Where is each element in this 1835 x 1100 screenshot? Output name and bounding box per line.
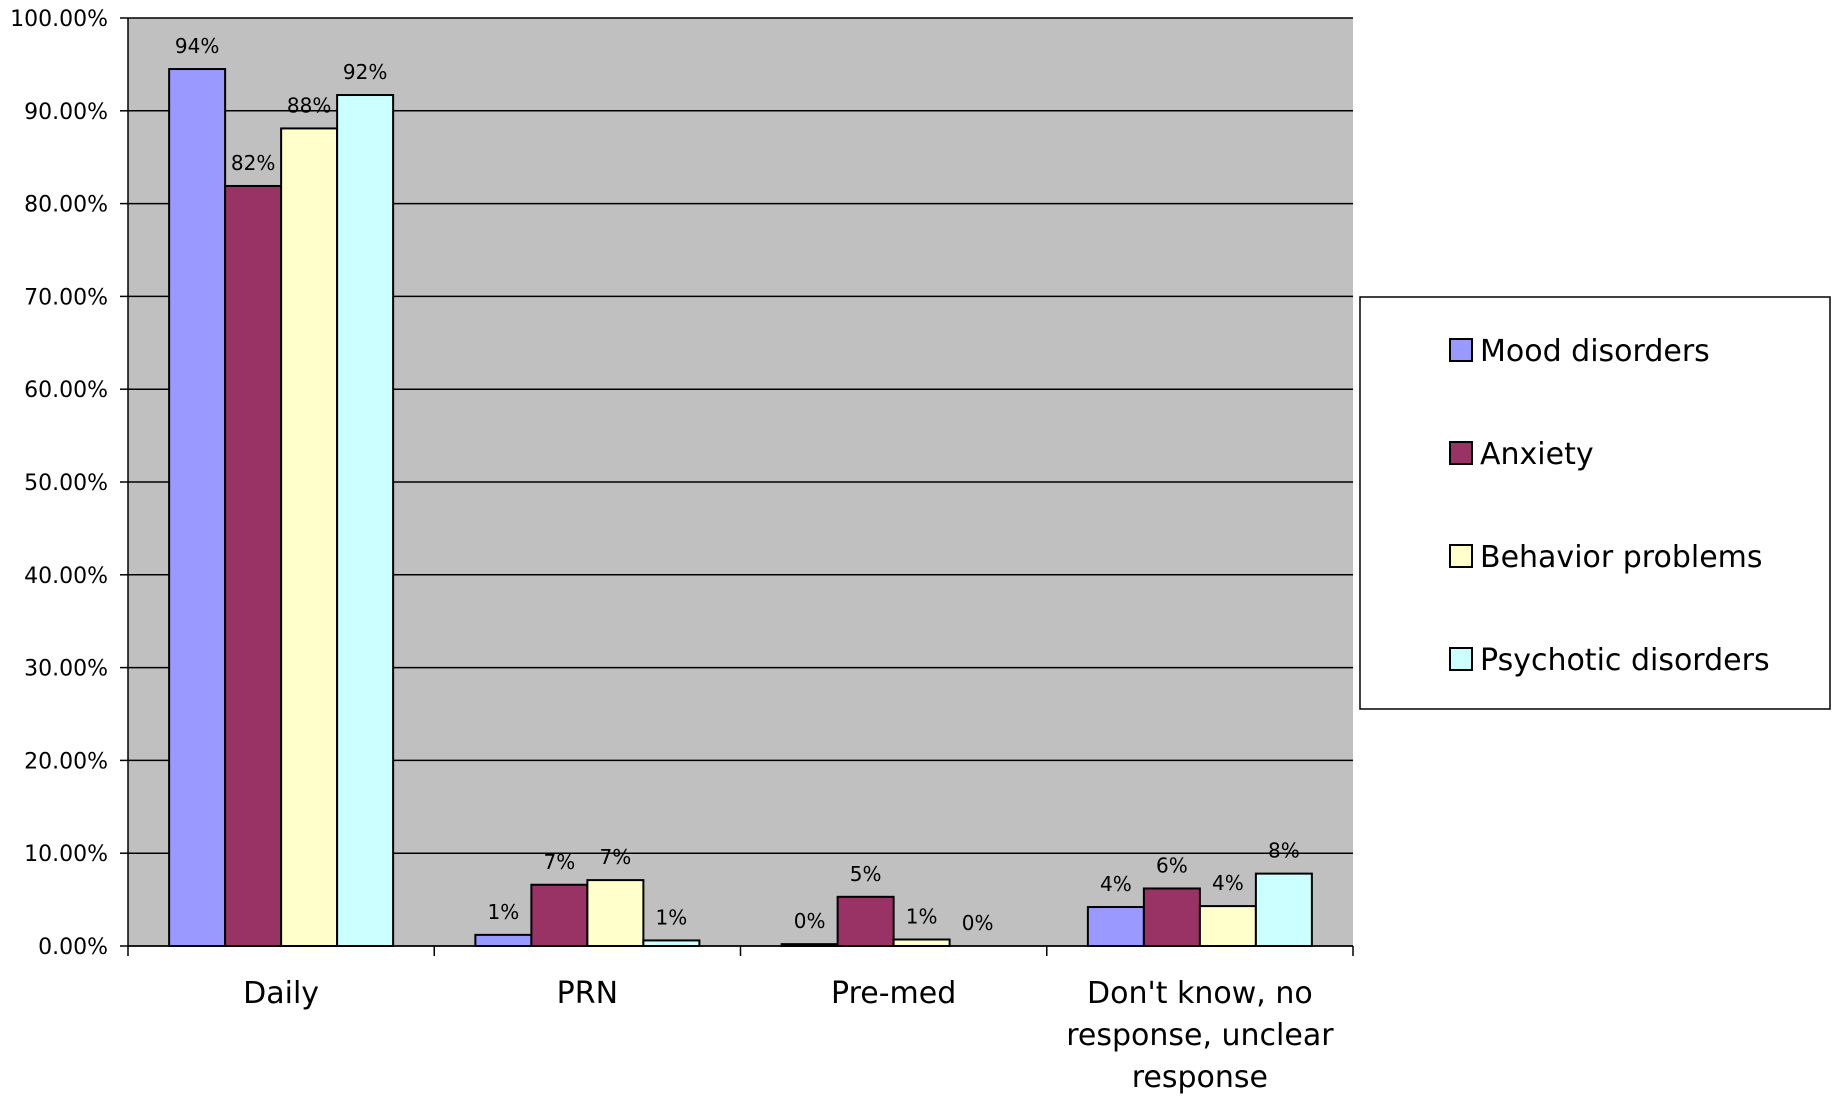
- x-category-label: response, unclear: [1066, 1018, 1334, 1053]
- legend-swatch: [1449, 338, 1473, 362]
- legend-entry: Behavior problems: [1480, 540, 1763, 575]
- data-label: 4%: [1100, 872, 1132, 896]
- data-labels: 94% 1% 0% 4% 82% 7% 5% 6% 88% 7% 1% 4% 92% 1% 0% 8%: [175, 34, 1300, 935]
- legend-swatch: [1449, 544, 1473, 568]
- data-label: 0%: [794, 909, 826, 933]
- data-label: 88%: [287, 93, 331, 117]
- bar: [280, 127, 339, 947]
- y-tick-label: 80.00%: [24, 193, 108, 218]
- legend-entry: Psychotic disorders: [1480, 643, 1770, 678]
- x-category-label: Don't know, no: [1087, 976, 1313, 1011]
- y-tick-label: 70.00%: [24, 285, 108, 310]
- x-category-label: PRN: [557, 976, 618, 1011]
- legend-swatch: [1449, 647, 1473, 671]
- data-label: 8%: [1268, 839, 1300, 863]
- bar: [1254, 872, 1313, 948]
- x-category-label: Daily: [243, 976, 319, 1011]
- y-tick-label: 90.00%: [24, 100, 108, 125]
- data-label: 92%: [343, 60, 387, 84]
- data-label: 6%: [1156, 853, 1188, 877]
- data-label: 7%: [544, 850, 576, 874]
- bars: [168, 68, 1313, 948]
- x-category-label: response: [1132, 1060, 1268, 1095]
- bar: [836, 895, 895, 947]
- data-label: 4%: [1212, 871, 1244, 895]
- bar: [224, 184, 283, 947]
- legend: Mood disorders Anxiety Behavior problems Ps…: [1359, 296, 1831, 710]
- bar: [530, 883, 589, 948]
- bar: [168, 68, 227, 948]
- legend-box: [1359, 296, 1831, 710]
- bar: [892, 938, 951, 948]
- bar: [780, 943, 839, 947]
- legend-entry: Mood disorders: [1480, 334, 1710, 369]
- data-label: 5%: [850, 862, 882, 886]
- y-tick-label: 20.00%: [24, 749, 108, 774]
- legend-swatch: [1449, 441, 1473, 465]
- data-label: 0%: [962, 911, 994, 935]
- axes: 0.00% 10.00% 20.00% 30.00% 40.00% 50.00% 60.00…: [10, 7, 1354, 1095]
- bar: [336, 94, 395, 948]
- data-label: 1%: [656, 905, 688, 929]
- bar: [1142, 887, 1201, 947]
- bar: [1086, 906, 1145, 947]
- data-label: 94%: [175, 34, 219, 58]
- data-label: 82%: [231, 151, 275, 175]
- x-category-label: Pre-med: [831, 976, 956, 1011]
- y-tick-label: 40.00%: [24, 564, 108, 589]
- y-tick-label: 60.00%: [24, 378, 108, 403]
- y-tick-label: 50.00%: [24, 471, 108, 496]
- data-label: 1%: [488, 900, 520, 924]
- legend-entry: Anxiety: [1480, 437, 1594, 472]
- y-tick-label: 0.00%: [38, 935, 108, 960]
- bar: [474, 933, 533, 948]
- data-label: 7%: [600, 845, 632, 869]
- y-tick-label: 10.00%: [24, 842, 108, 867]
- bar: [1198, 905, 1257, 948]
- data-label: 1%: [906, 905, 938, 929]
- bar: [586, 879, 645, 947]
- y-tick-label: 100.00%: [10, 7, 108, 32]
- bar: [642, 939, 701, 948]
- y-tick-label: 30.00%: [24, 657, 108, 682]
